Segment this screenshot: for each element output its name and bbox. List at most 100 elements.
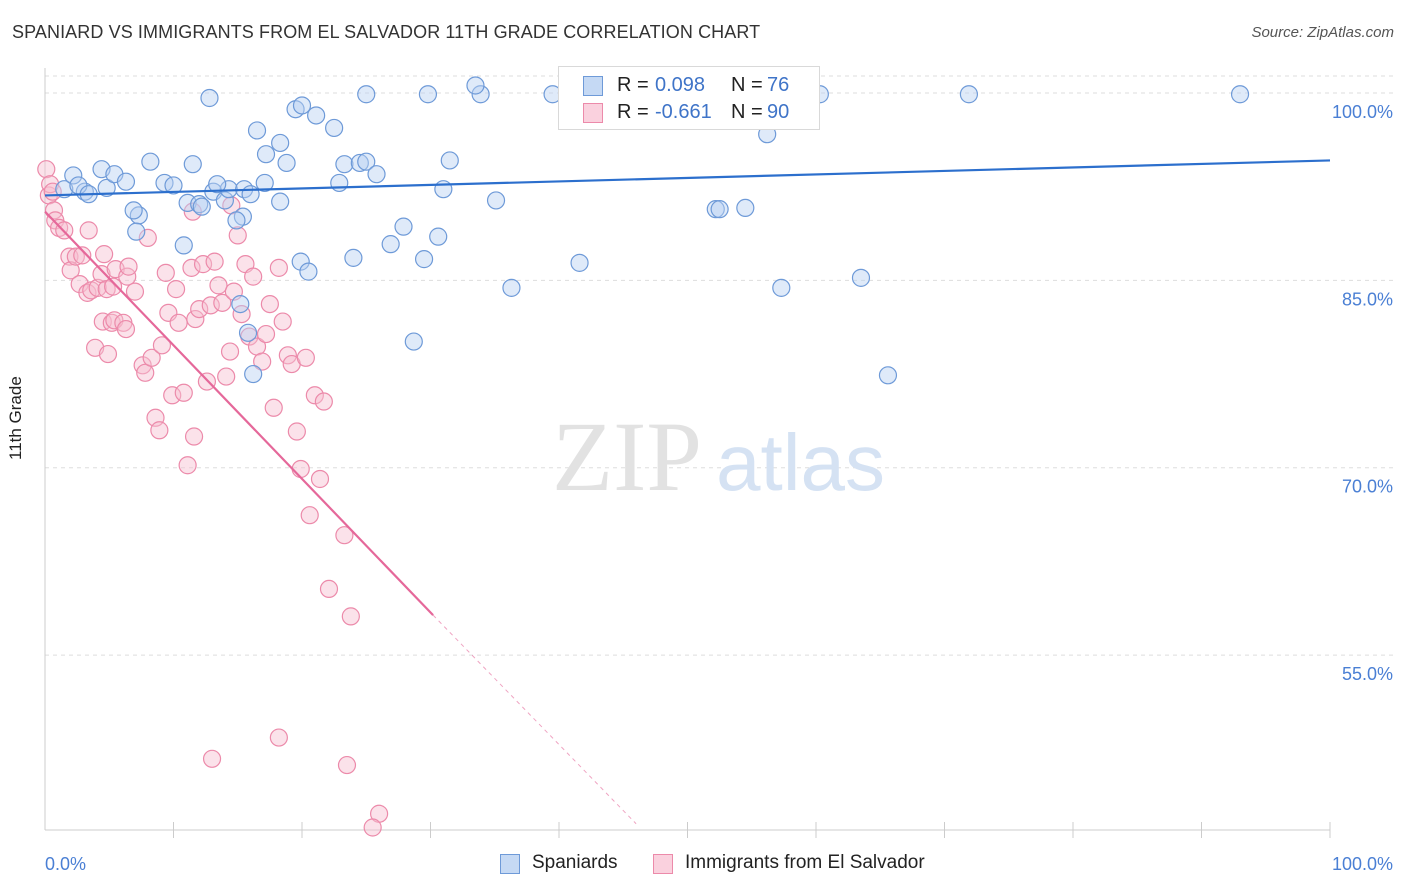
el-salvador-trend-extension bbox=[432, 614, 637, 825]
el-salvador-point bbox=[169, 313, 188, 332]
el-salvador-point bbox=[305, 386, 324, 405]
el-salvador-point bbox=[264, 398, 283, 417]
el-salvador-point bbox=[337, 755, 357, 775]
el-salvador-point bbox=[363, 818, 382, 837]
el-salvador-point bbox=[228, 226, 247, 245]
el-salvador-point bbox=[186, 309, 205, 329]
spaniards-point bbox=[244, 364, 263, 384]
spaniards-point bbox=[394, 217, 413, 236]
el-salvador-point bbox=[178, 456, 197, 475]
spaniards-point bbox=[271, 133, 290, 153]
x-tick-labels: 0.0% 100.0% bbox=[45, 854, 1393, 874]
spaniards-point bbox=[97, 178, 116, 198]
spaniards-point bbox=[710, 200, 729, 219]
spaniards-point bbox=[124, 201, 143, 220]
spaniards-point bbox=[116, 172, 136, 191]
watermark-atlas: atlas bbox=[716, 418, 885, 507]
spaniards-point bbox=[414, 250, 434, 269]
el-salvador-point bbox=[182, 258, 201, 277]
el-salvador-point bbox=[66, 247, 85, 266]
y-tick-label: 85.0% bbox=[1342, 289, 1393, 309]
bottom-legend-label: Spaniards bbox=[532, 852, 618, 873]
el-salvador-trend-line bbox=[44, 210, 434, 616]
el-salvador-point bbox=[253, 352, 272, 371]
spaniards-point bbox=[247, 121, 267, 140]
el-salvador-point bbox=[190, 299, 209, 319]
spaniards-point bbox=[878, 366, 898, 385]
legend-r-label: R = bbox=[617, 101, 649, 123]
el-salvador-point bbox=[138, 228, 157, 247]
el-salvador-point bbox=[163, 386, 182, 405]
spaniards-point bbox=[381, 235, 400, 254]
spaniards-point bbox=[357, 85, 376, 104]
stats-legend: R = 0.098 N = 76 R = -0.661 N = 90 bbox=[558, 66, 820, 130]
legend-n-label: N = bbox=[731, 101, 763, 123]
el-salvador-point bbox=[98, 344, 118, 364]
spaniards-point bbox=[471, 85, 490, 104]
x-tick-label-right: 100.0% bbox=[1332, 854, 1393, 874]
watermark: ZIP atlas bbox=[552, 401, 885, 512]
el-salvador-point bbox=[184, 427, 204, 446]
spaniards-point bbox=[55, 180, 74, 199]
watermark-zip: ZIP bbox=[552, 401, 702, 512]
spaniards-point bbox=[466, 76, 485, 95]
el-salvador-point bbox=[213, 293, 232, 312]
spaniards-point bbox=[127, 222, 146, 241]
el-salvador-point bbox=[95, 245, 114, 264]
chart-title: SPANIARD VS IMMIGRANTS FROM EL SALVADOR … bbox=[12, 22, 761, 42]
el-salvador-point bbox=[150, 421, 169, 440]
spaniards-point bbox=[64, 166, 83, 185]
el-salvador-point bbox=[193, 255, 213, 274]
spaniards-point bbox=[292, 96, 312, 115]
el-salvador-point bbox=[152, 336, 172, 355]
spaniards-point bbox=[429, 227, 448, 246]
spaniards-point bbox=[277, 153, 296, 173]
spaniards-point bbox=[350, 153, 369, 173]
spaniards-point bbox=[208, 175, 227, 194]
el-salvador-point bbox=[201, 296, 220, 315]
spaniards-point bbox=[215, 191, 234, 210]
spaniards-point bbox=[502, 278, 521, 297]
spaniards-point bbox=[772, 278, 791, 297]
el-salvador-point bbox=[116, 319, 136, 339]
spaniards-point bbox=[241, 185, 260, 204]
spaniards-point bbox=[183, 155, 202, 174]
el-salvador-point bbox=[296, 348, 315, 367]
legend-n-label: N = bbox=[731, 74, 763, 96]
legend-r-value: -0.661 bbox=[655, 101, 712, 123]
y-tick-label: 70.0% bbox=[1342, 477, 1393, 497]
spaniards-point bbox=[256, 145, 276, 164]
spaniards-point bbox=[141, 152, 160, 171]
el-salvador-point bbox=[244, 267, 263, 286]
spaniards-point bbox=[192, 197, 211, 216]
legend-r-value: 0.098 bbox=[655, 74, 706, 96]
spaniards-point bbox=[706, 200, 725, 219]
bottom-legend-label: Immigrants from El Salvador bbox=[685, 852, 925, 873]
el-salvador-point bbox=[335, 526, 354, 545]
spaniards-point bbox=[325, 118, 344, 138]
el-salvador-point bbox=[310, 469, 330, 489]
spaniards-point bbox=[190, 195, 209, 214]
el-salvador-point bbox=[319, 579, 339, 599]
el-salvador-point bbox=[220, 342, 240, 361]
y-tick-labels: 100.0% 85.0% 70.0% 55.0% bbox=[1332, 102, 1393, 684]
el-salvador-point bbox=[142, 348, 161, 367]
chart-source: Source: ZipAtlas.com bbox=[1251, 24, 1394, 41]
el-salvador-point bbox=[166, 280, 186, 299]
spaniards-point bbox=[736, 198, 755, 218]
spaniards-point bbox=[404, 332, 423, 351]
spaniards-point bbox=[238, 323, 258, 342]
el-salvador-point bbox=[183, 202, 202, 221]
el-salvador-point bbox=[136, 363, 155, 382]
el-salvador-point bbox=[209, 276, 228, 295]
spaniards-point bbox=[851, 268, 871, 287]
legend-n-value: 90 bbox=[767, 101, 790, 123]
trend-lines bbox=[44, 159, 1331, 825]
spaniards-point bbox=[299, 262, 318, 281]
spaniards-point bbox=[959, 85, 979, 104]
el-salvador-point bbox=[269, 258, 288, 277]
el-salvador-point bbox=[202, 749, 222, 768]
spaniards-point bbox=[200, 88, 219, 108]
spaniards-point bbox=[174, 236, 193, 255]
